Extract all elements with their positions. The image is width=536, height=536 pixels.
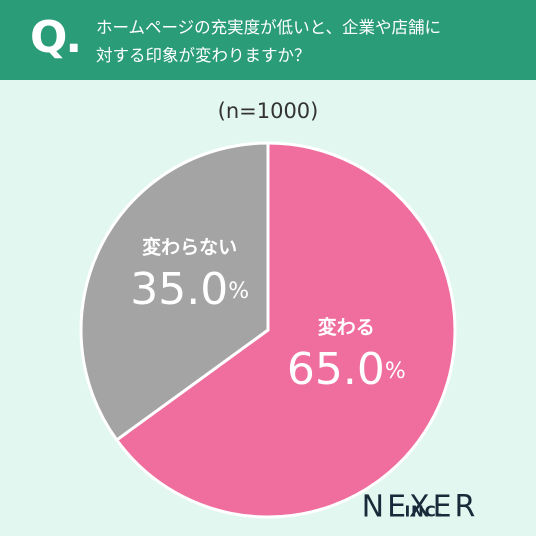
brand-suffix: INC. xyxy=(405,503,444,521)
pie-slice xyxy=(79,141,270,443)
pie-slice xyxy=(114,141,457,519)
question-label: Q. xyxy=(30,12,82,63)
value-label: 35.0% xyxy=(130,264,249,315)
subtitle: (n=1000) xyxy=(218,99,319,123)
slice-label: 変わらない xyxy=(142,236,237,259)
header: Q. ホームページの充実度が低いと、企業や店舗に 対する印象が変わりますか？ xyxy=(0,0,536,80)
slice-label: 変わる xyxy=(318,315,375,338)
value-label: 65.0% xyxy=(287,344,406,395)
title-line: 対する印象が変わりますか？ xyxy=(96,46,311,65)
brand: NEXER xyxy=(362,490,479,525)
title-line: ホームページの充実度が低いと、企業や店舗に xyxy=(96,18,442,37)
